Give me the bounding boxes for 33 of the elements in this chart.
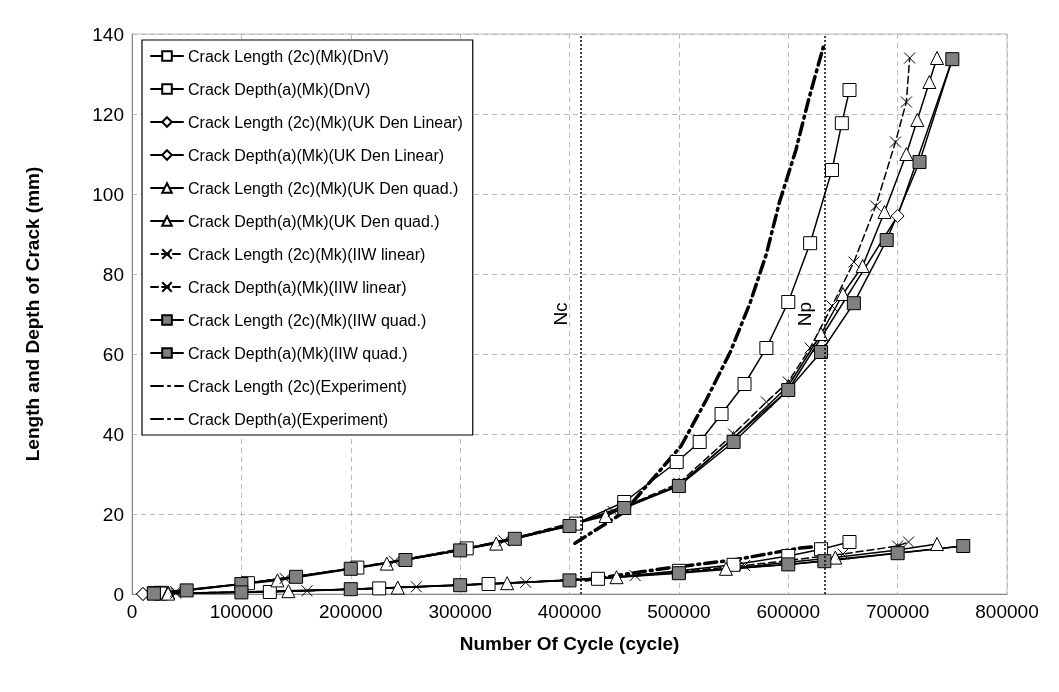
x-tick-label: 500000 xyxy=(647,601,711,622)
legend-label: Crack Length (2c)(Mk)(IIW quad.) xyxy=(188,311,427,329)
ref-line-label: Nc xyxy=(550,302,572,326)
x-tick-label: 600000 xyxy=(756,601,820,622)
x-tick-label: 100000 xyxy=(209,601,274,622)
legend-label: Crack Depth(a)(Mk)(UK Den quad.) xyxy=(188,212,440,230)
legend-label: Crack Depth(a)(Mk)(IIW linear) xyxy=(188,278,407,296)
x-axis-title: Number Of Cycle (cycle) xyxy=(459,633,680,654)
y-tick-label: 60 xyxy=(102,343,124,365)
y-tick-label: 40 xyxy=(102,423,124,445)
y-tick-label: 140 xyxy=(92,23,124,45)
ref-line-label: Np xyxy=(794,301,816,327)
x-tick-label: 400000 xyxy=(537,601,602,622)
legend-label: Crack Depth(a)(Mk)(DnV) xyxy=(188,80,371,98)
y-axis-title: Length and Depth of Crack (mm) xyxy=(22,166,43,462)
y-tick-label: 0 xyxy=(113,583,124,605)
x-tick-label: 800000 xyxy=(975,601,1039,622)
legend-label: Crack Depth(a)(Mk)(UK Den Linear) xyxy=(188,146,445,164)
x-tick-label: 700000 xyxy=(865,601,930,622)
y-tick-label: 20 xyxy=(102,503,124,525)
y-tick-label: 120 xyxy=(92,103,124,125)
legend-label: Crack Length (2c)(Mk)(UK Den quad.) xyxy=(188,179,459,197)
legend-label: Crack Length (2c)(Mk)(UK Den Linear) xyxy=(188,113,463,131)
legend-label: Crack Depth(a)(Experiment) xyxy=(188,410,389,428)
legend-label: Crack Length (2c)(Mk)(IIW linear) xyxy=(188,245,426,263)
y-tick-label: 100 xyxy=(92,183,124,205)
legend-label: Crack Length (2c)(Mk)(DnV) xyxy=(188,47,389,65)
x-tick-label: 200000 xyxy=(319,601,383,622)
legend-label: Crack Depth(a)(Mk)(IIW quad.) xyxy=(188,344,408,362)
x-tick-label: 0 xyxy=(126,601,138,622)
legend-label: Crack Length (2c)(Experiment) xyxy=(188,377,407,395)
y-tick-label: 80 xyxy=(102,263,124,285)
x-tick-label: 300000 xyxy=(428,601,492,622)
